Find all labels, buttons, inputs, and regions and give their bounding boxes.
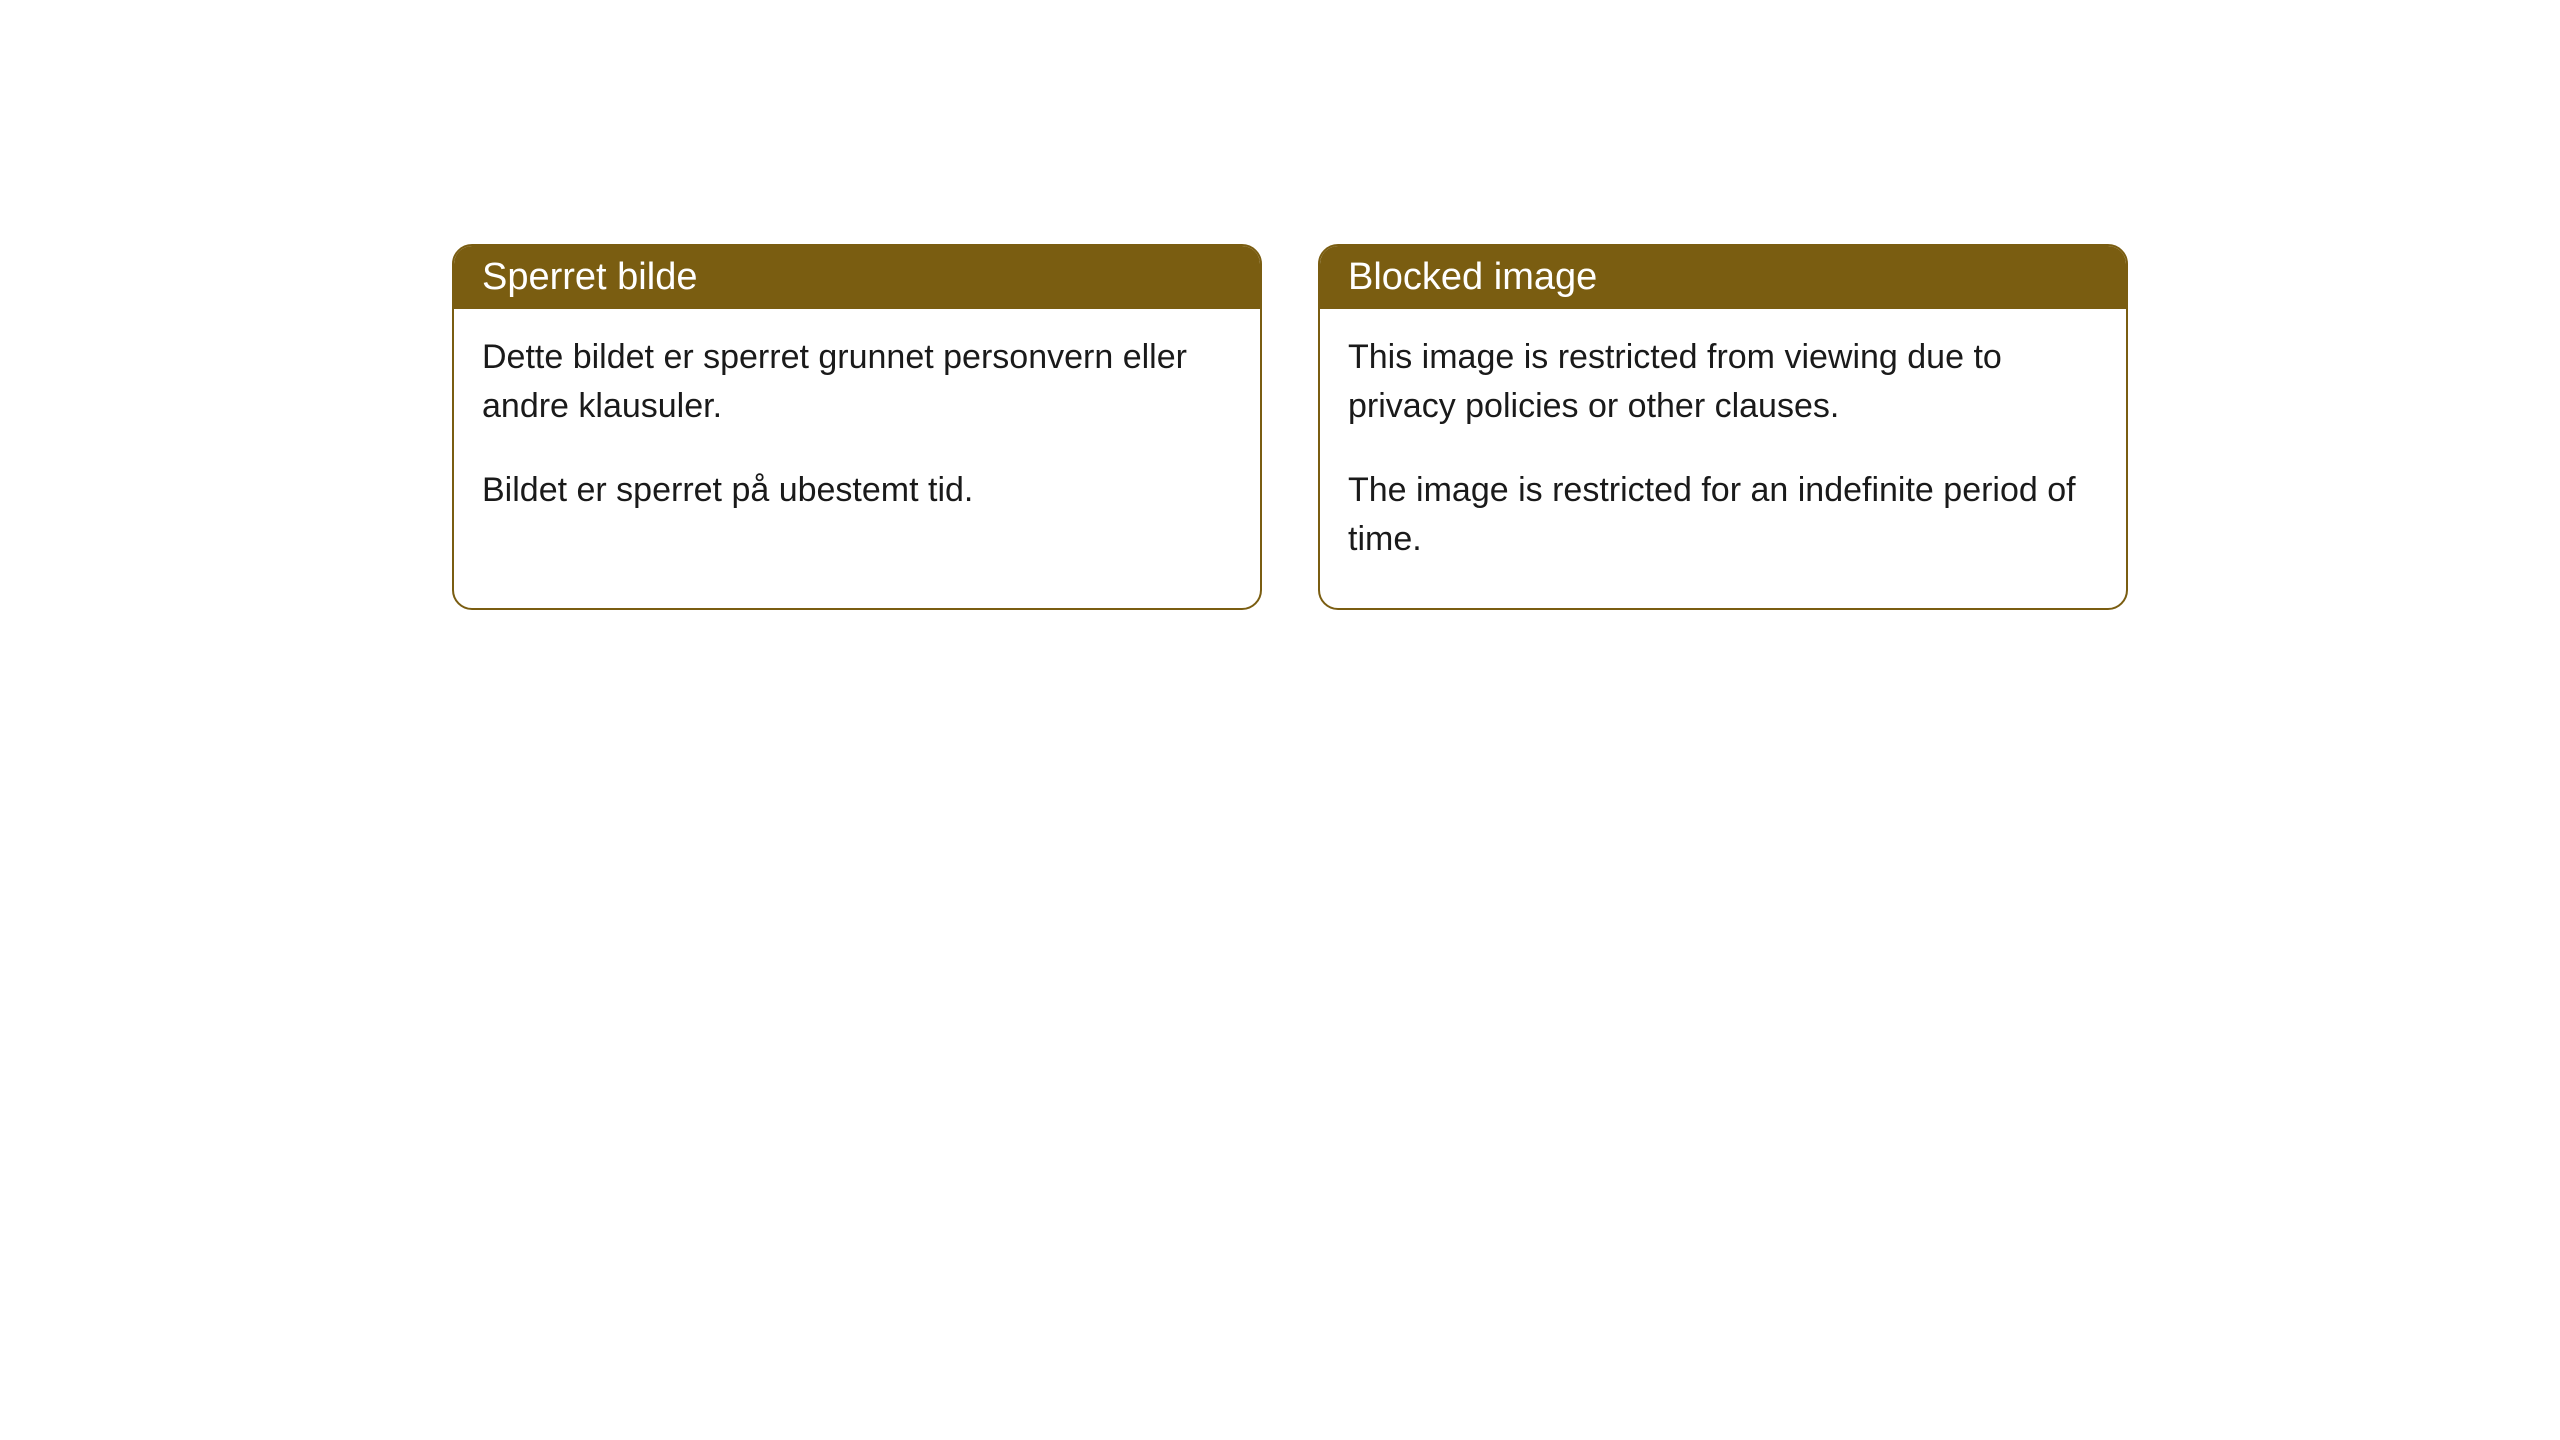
blocked-image-card-english: Blocked image This image is restricted f…	[1318, 244, 2128, 610]
card-title: Sperret bilde	[482, 256, 697, 298]
card-body: This image is restricted from viewing du…	[1320, 309, 2126, 608]
card-body: Dette bildet er sperret grunnet personve…	[454, 309, 1260, 559]
card-header: Sperret bilde	[454, 246, 1260, 309]
card-title: Blocked image	[1348, 256, 1597, 298]
card-paragraph-2: Bildet er sperret på ubestemt tid.	[482, 466, 1232, 515]
notice-cards-container: Sperret bilde Dette bildet er sperret gr…	[0, 0, 2560, 610]
card-header: Blocked image	[1320, 246, 2126, 309]
card-paragraph-1: This image is restricted from viewing du…	[1348, 333, 2098, 432]
card-paragraph-2: The image is restricted for an indefinit…	[1348, 466, 2098, 565]
blocked-image-card-norwegian: Sperret bilde Dette bildet er sperret gr…	[452, 244, 1262, 610]
card-paragraph-1: Dette bildet er sperret grunnet personve…	[482, 333, 1232, 432]
